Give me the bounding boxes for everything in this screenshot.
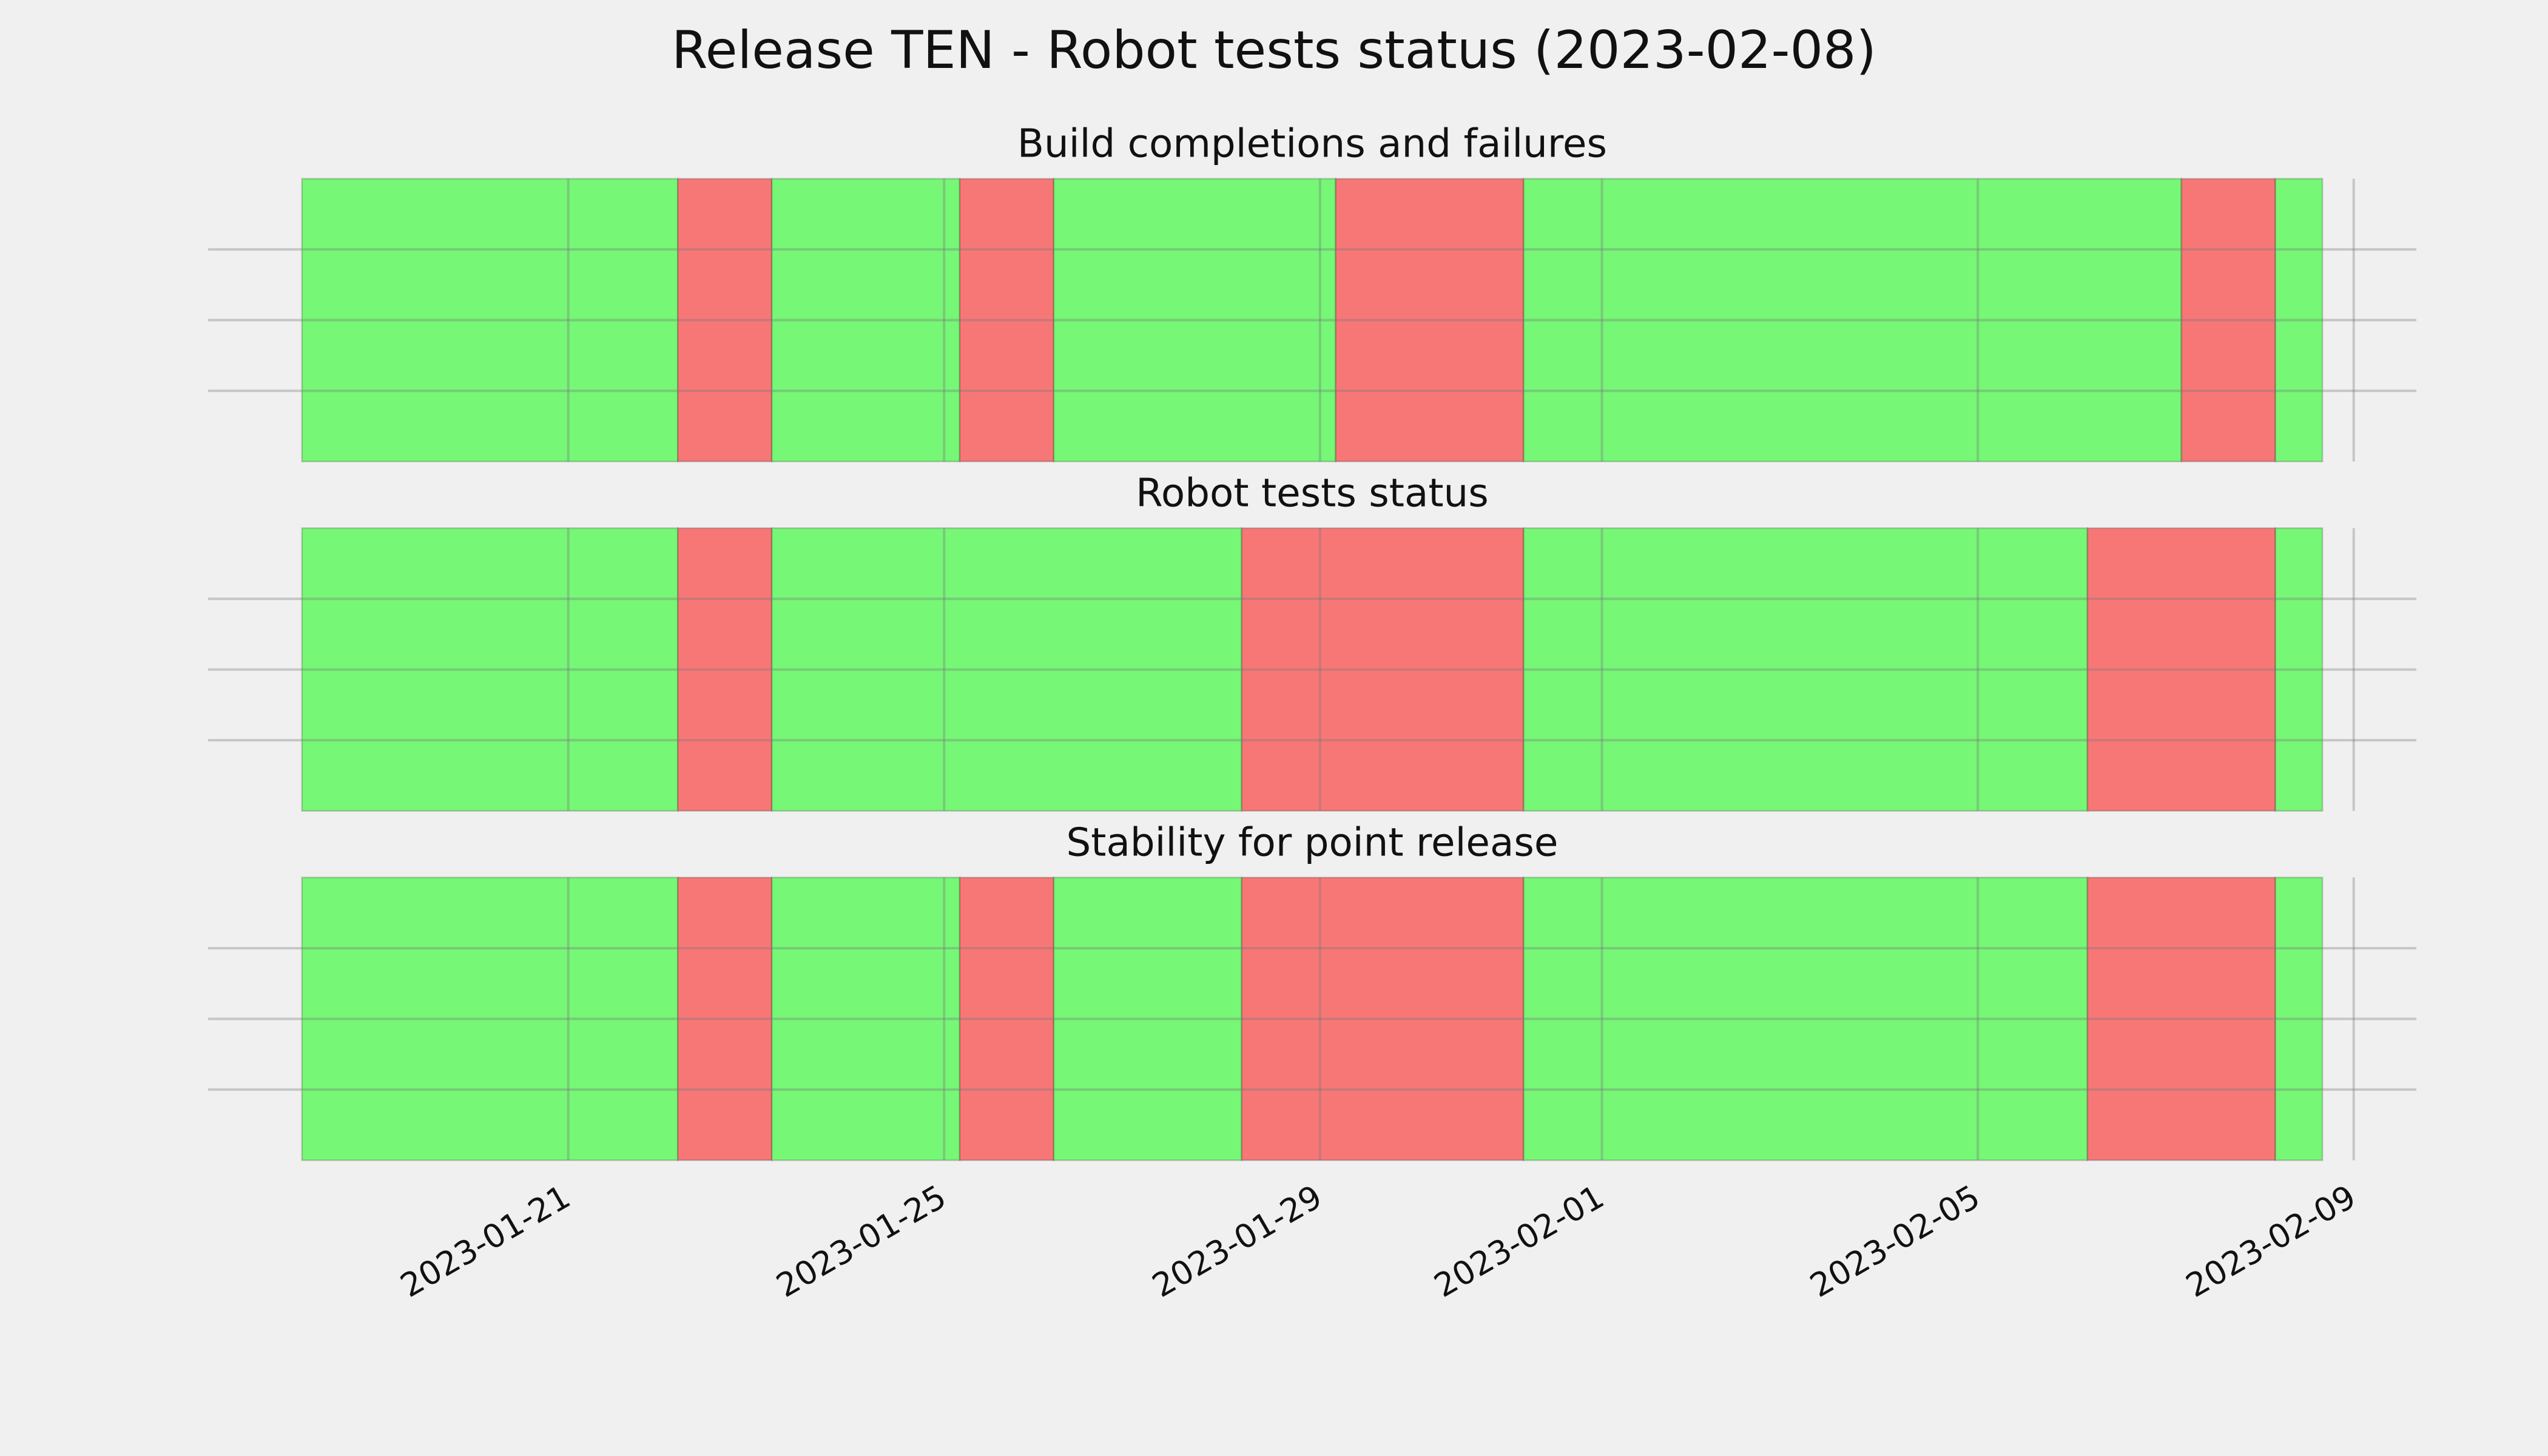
status-span <box>770 877 961 1161</box>
status-span <box>959 877 1055 1161</box>
status-span <box>2086 877 2277 1161</box>
status-span <box>2086 527 2277 812</box>
status-span <box>301 877 679 1161</box>
subplot-title: Build completions and failures <box>1017 121 1607 167</box>
figure-title: Release TEN - Robot tests status (2023-0… <box>672 20 1876 81</box>
status-span <box>2274 527 2324 812</box>
status-span <box>2274 178 2324 463</box>
status-span <box>677 877 773 1161</box>
status-span <box>1335 178 1525 463</box>
status-span <box>1523 178 2183 463</box>
status-span <box>301 527 679 812</box>
status-span <box>770 527 1243 812</box>
status-span <box>1053 877 1243 1161</box>
status-span <box>1053 178 1337 463</box>
status-span <box>1523 877 2089 1161</box>
status-span <box>1523 527 2089 812</box>
status-span <box>677 178 773 463</box>
status-span <box>1241 527 1525 812</box>
status-span <box>677 527 773 812</box>
status-span <box>1241 877 1525 1161</box>
status-span <box>2180 178 2277 463</box>
subplot-title: Robot tests status <box>1136 471 1489 516</box>
status-span <box>770 178 961 463</box>
subplot-title: Stability for point release <box>1067 820 1559 865</box>
status-span <box>2274 877 2324 1161</box>
status-span <box>959 178 1055 463</box>
status-span <box>301 178 679 463</box>
